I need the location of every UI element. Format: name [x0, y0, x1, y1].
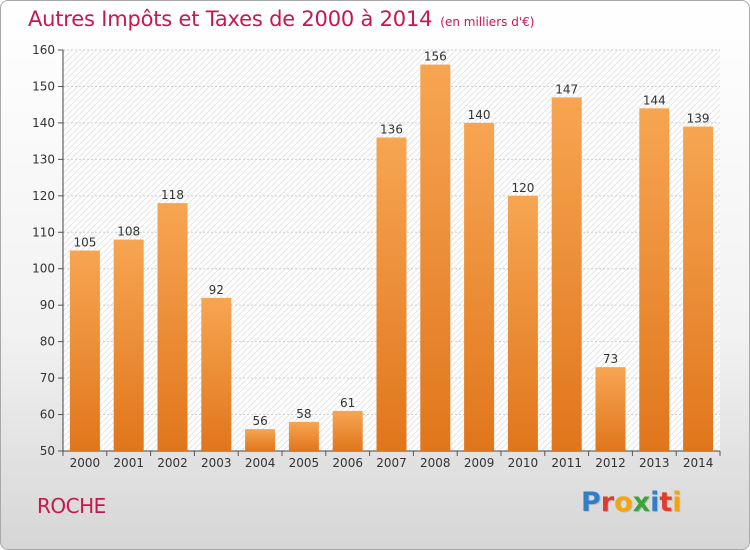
- bar-value-label: 156: [424, 50, 447, 64]
- bar: [332, 410, 363, 451]
- x-tick-label: 2011: [551, 456, 582, 470]
- y-tick-label: 140: [32, 116, 55, 130]
- x-tick-label: 2012: [595, 456, 626, 470]
- x-tick-label: 2003: [201, 456, 232, 470]
- x-tick-label: 2001: [113, 456, 144, 470]
- x-tick-label: 2000: [70, 456, 101, 470]
- logo-letter: i: [650, 487, 660, 518]
- bar-value-label: 120: [511, 181, 534, 195]
- bar: [288, 421, 319, 451]
- bar-value-label: 92: [209, 283, 224, 297]
- y-tick-label: 90: [40, 298, 55, 312]
- bar-value-label: 136: [380, 122, 403, 136]
- bar: [201, 297, 232, 451]
- logo-letter: P: [581, 487, 601, 518]
- bar-value-label: 118: [161, 188, 184, 202]
- town-name: ROCHE: [37, 494, 106, 518]
- bar: [595, 367, 626, 451]
- proxiti-logo[interactable]: Proxiti: [581, 487, 682, 518]
- chart-title-main: Autres Impôts et Taxes de 2000 à 2014: [28, 7, 433, 31]
- x-tick-label: 2006: [332, 456, 363, 470]
- bar-value-label: 139: [687, 112, 710, 126]
- y-tick-label: 100: [32, 262, 55, 276]
- y-tick-label: 60: [40, 408, 55, 422]
- x-tick-label: 2013: [639, 456, 670, 470]
- x-tick-label: 2010: [508, 456, 539, 470]
- y-tick-label: 150: [32, 79, 55, 93]
- bar: [551, 97, 582, 452]
- bar-value-label: 147: [555, 82, 578, 96]
- logo-letter: t: [659, 487, 673, 518]
- x-tick-label: 2005: [289, 456, 320, 470]
- chart-title-unit: (en milliers d'€): [440, 15, 535, 29]
- bar: [464, 122, 495, 451]
- x-tick-label: 2008: [420, 456, 451, 470]
- bar: [113, 239, 144, 451]
- logo-letter: x: [632, 487, 651, 518]
- logo-letter: o: [614, 487, 633, 518]
- bar: [157, 203, 188, 451]
- bar-value-label: 144: [643, 93, 666, 107]
- bar: [420, 64, 451, 451]
- y-tick-label: 50: [40, 444, 55, 458]
- y-tick-label: 110: [32, 225, 55, 239]
- bar: [69, 250, 100, 451]
- bar: [376, 137, 407, 451]
- bars: [69, 64, 714, 452]
- chart-title: Autres Impôts et Taxes de 2000 à 2014 (en…: [28, 7, 534, 31]
- bar-value-label: 108: [117, 225, 140, 239]
- logo-letter: i: [672, 487, 682, 518]
- bar: [507, 195, 538, 451]
- y-tick-label: 80: [40, 335, 55, 349]
- x-tick-label: 2007: [376, 456, 407, 470]
- bar-value-label: 61: [340, 396, 355, 410]
- y-tick-label: 120: [32, 189, 55, 203]
- bar: [245, 429, 276, 451]
- x-tick-label: 2014: [683, 456, 714, 470]
- bar-value-label: 56: [252, 414, 267, 428]
- bar-value-label: 140: [468, 108, 491, 122]
- y-tick-label: 130: [32, 152, 55, 166]
- bar: [683, 126, 714, 452]
- labels: 50 60 70 80 90 100 110 120 130 140 150 160 105 2000 10…: [32, 43, 713, 470]
- x-tick-label: 2002: [157, 456, 188, 470]
- bar: [639, 108, 670, 451]
- y-tick-label: 160: [32, 43, 55, 57]
- bar-value-label: 58: [296, 407, 311, 421]
- x-tick-label: 2004: [245, 456, 276, 470]
- logo-letter: r: [600, 487, 615, 518]
- y-tick-label: 70: [40, 371, 55, 385]
- bar-value-label: 105: [73, 236, 96, 250]
- bar-value-label: 73: [603, 352, 618, 366]
- x-tick-label: 2009: [464, 456, 495, 470]
